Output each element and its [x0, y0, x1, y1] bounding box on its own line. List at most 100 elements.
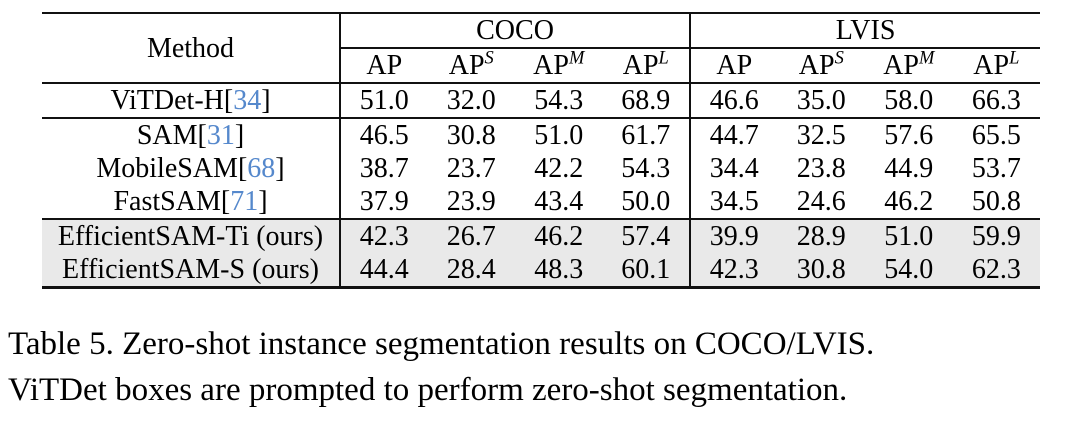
header-metric-row: AP APS APM APL AP APS APM APL [42, 48, 1041, 84]
cell-lvis-ap-s: 24.6 [777, 185, 866, 220]
citation-link[interactable]: 34 [233, 85, 262, 116]
col-header-method: Method [42, 13, 340, 84]
results-table-container: Method COCO LVIS AP APS APM APL AP APS A… [42, 12, 1041, 289]
cell-coco-ap-m: 43.4 [515, 185, 603, 220]
cell-lvis-ap-s: 32.5 [796, 120, 846, 151]
cell-coco-ap-l: 54.3 [621, 153, 671, 184]
cell-coco-ap-s: 26.7 [427, 219, 515, 253]
cell-coco-ap-s: 28.4 [427, 253, 515, 288]
cell-coco-ap: 46.5 [339, 118, 428, 152]
citation-link[interactable]: 71 [230, 186, 259, 217]
caption-line-1: Table 5. Zero-shot instance segmentation… [8, 326, 875, 362]
cell-coco-ap-m: 48.3 [515, 253, 603, 288]
cell-lvis-ap-l: 59.9 [952, 219, 1041, 253]
method-cell: ViTDet-H[34] [42, 83, 340, 119]
method-name: ViTDet-H[ [110, 85, 234, 116]
cell-lvis-ap: 44.7 [689, 118, 778, 152]
cell-lvis-ap: 42.3 [689, 253, 778, 288]
ap-superscript: M [568, 48, 585, 68]
method-cell: EfficientSAM-S (ours) [42, 253, 340, 288]
cell-coco-ap: 44.4 [339, 253, 428, 288]
ap-label: AP [883, 50, 919, 81]
cell-lvis-ap-m: 57.6 [884, 120, 934, 151]
cell-coco-ap: 38.7 [339, 152, 428, 185]
col-header-lvis-ap-m: APM [865, 48, 953, 84]
cell-coco-ap-m: 54.3 [515, 83, 603, 119]
method-cell: MobileSAM[68] [42, 152, 340, 185]
method-cell: FastSAM[71] [42, 185, 340, 220]
cell-lvis-ap-m: 58.0 [865, 83, 953, 119]
cell-lvis-ap-m: 54.0 [865, 253, 953, 288]
header-group-row: Method COCO LVIS [42, 13, 1041, 84]
cell-lvis-ap-m: 46.2 [865, 185, 953, 220]
method-name: FastSAM[ [113, 186, 231, 217]
cell-lvis-ap-s: 30.8 [777, 253, 866, 288]
cell-coco-ap: 42.3 [339, 219, 428, 253]
ap-superscript: L [658, 48, 669, 68]
cell-coco-ap-l: 57.4 [602, 219, 691, 253]
table-row-mobilesam: MobileSAM[68] 38.7 23.7 42.2 54.3 34.4 2… [42, 152, 1040, 185]
caption-line-2: ViTDet boxes are prompted to perform zer… [8, 372, 848, 408]
ap-superscript: S [834, 48, 844, 68]
cell-lvis-ap-l: 66.3 [952, 83, 1041, 119]
cell-lvis-ap: 34.5 [689, 185, 778, 220]
ap-label: AP [798, 50, 835, 81]
cell-lvis-ap-l: 50.8 [952, 185, 1041, 220]
cell-coco-ap-l: 61.7 [621, 120, 671, 151]
method-name: MobileSAM[ [96, 153, 248, 184]
cell-coco-ap-l: 60.1 [602, 253, 691, 288]
col-header-coco-ap-m: APM [515, 48, 603, 84]
method-name-suffix: ] [234, 120, 245, 151]
cell-lvis-ap-s: 28.9 [777, 219, 866, 253]
method-name: EfficientSAM-S (ours) [62, 254, 319, 285]
ap-superscript: L [1009, 48, 1020, 68]
results-table: Method COCO LVIS AP APS APM APL AP APS A… [42, 12, 1041, 289]
cell-lvis-ap: 39.9 [689, 219, 778, 253]
cell-lvis-ap-s: 23.8 [796, 153, 846, 184]
cell-lvis-ap-l: 53.7 [971, 153, 1021, 184]
table-row-efficientsam-s: EfficientSAM-S (ours) 44.4 28.4 48.3 60.… [42, 253, 1041, 288]
cell-lvis-ap-s: 35.0 [777, 83, 866, 119]
col-header-coco-ap-s: APS [427, 48, 515, 84]
citation-link[interactable]: 68 [247, 153, 276, 184]
cell-coco-ap-s: 23.7 [446, 153, 496, 184]
cell-coco-ap: 51.0 [339, 83, 428, 119]
col-header-coco-ap: AP [339, 48, 428, 84]
table-row-fastsam: FastSAM[71] 37.9 23.9 43.4 50.0 34.5 24.… [42, 185, 1041, 220]
table-row-sam: SAM[31] 46.5 30.8 51.0 61.7 44.7 32.5 57… [42, 118, 1040, 152]
cell-coco-ap: 37.9 [339, 185, 428, 220]
method-name-suffix: ] [261, 85, 271, 116]
cell-coco-ap-s: 23.9 [427, 185, 515, 220]
ap-label: AP [366, 50, 403, 81]
ap-label: AP [716, 50, 753, 81]
group-header-coco: COCO [338, 13, 691, 49]
cell-coco-ap-s: 30.8 [446, 120, 496, 151]
col-header-lvis-ap-l: APL [952, 48, 1041, 84]
table-row-efficientsam-ti: EfficientSAM-Ti (ours) 42.3 26.7 46.2 57… [42, 219, 1041, 253]
col-header-lvis-ap-s: APS [777, 48, 866, 84]
cell-coco-ap-m: 42.2 [534, 153, 584, 184]
cell-coco-ap-m: 46.2 [515, 219, 603, 253]
col-header-coco-ap-l: APL [602, 48, 691, 84]
ap-superscript: M [919, 48, 935, 68]
method-cell: EfficientSAM-Ti (ours) [42, 219, 340, 253]
method-name-suffix: ] [275, 153, 285, 184]
cell-lvis-ap-l: 65.5 [971, 120, 1021, 151]
table-row-vitdet-h: ViTDet-H[34] 51.0 32.0 54.3 68.9 46.6 35… [42, 83, 1041, 119]
cell-coco-ap-l: 50.0 [602, 185, 691, 220]
cell-lvis-ap-l: 62.3 [952, 253, 1041, 288]
method-name: SAM[ [136, 120, 207, 151]
citation-link[interactable]: 31 [206, 120, 235, 151]
cell-coco-ap-s: 32.0 [427, 83, 515, 119]
ap-superscript: S [484, 48, 494, 68]
method-cell: SAM[31] [42, 118, 340, 152]
cell-lvis-ap: 46.6 [689, 83, 778, 119]
method-name-suffix: ] [258, 186, 268, 217]
cell-lvis-ap-m: 51.0 [865, 219, 953, 253]
cell-lvis-ap: 34.4 [689, 152, 778, 185]
ap-label: AP [448, 50, 485, 81]
cell-coco-ap-m: 51.0 [534, 120, 584, 151]
cell-lvis-ap-m: 44.9 [884, 153, 934, 184]
group-header-lvis: LVIS [689, 13, 1041, 49]
